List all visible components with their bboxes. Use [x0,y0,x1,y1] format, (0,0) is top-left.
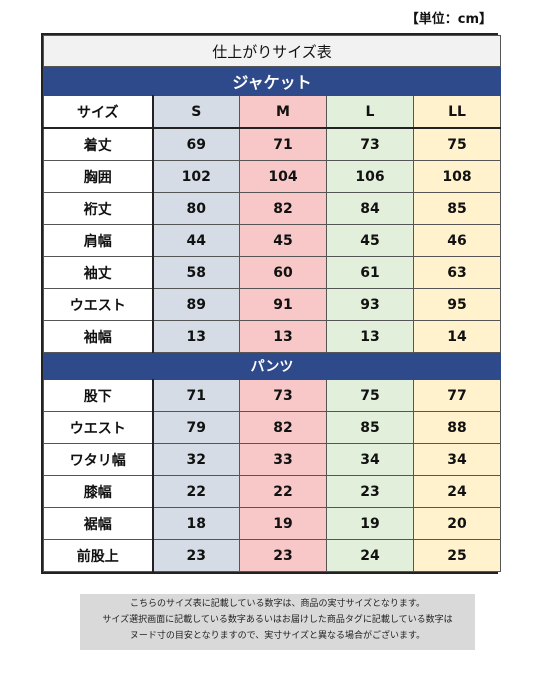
header-size-l: L [326,95,414,129]
row-label: 裾幅 [43,507,154,540]
header-size-s: S [152,95,240,129]
size-value-cell: 89 [152,288,240,321]
row-label: ウエスト [43,411,154,444]
table-row: 裾幅 18 19 19 20 [43,507,502,540]
header-size-ll: LL [412,95,502,129]
table-row: ウエスト 79 82 85 88 [43,411,502,444]
table-row: 袖幅 13 13 13 14 [43,320,502,353]
row-label: 肩幅 [43,224,154,257]
size-value-cell: 23 [239,539,327,572]
size-value-cell: 18 [152,507,240,540]
size-value-cell: 44 [152,224,240,257]
size-value-cell: 25 [412,539,502,572]
size-value-cell: 106 [326,160,414,193]
size-value-cell: 20 [412,507,502,540]
size-value-cell: 13 [152,320,240,353]
size-value-cell: 73 [239,379,327,412]
size-value-cell: 85 [412,192,502,225]
size-value-cell: 71 [239,127,327,161]
row-label: ワタリ幅 [43,443,154,476]
size-value-cell: 58 [152,256,240,289]
table-row: ウエスト 89 91 93 95 [43,288,502,321]
unit-label: 【単位：cm】 [405,12,492,27]
size-value-cell: 45 [239,224,327,257]
size-value-cell: 69 [152,127,240,161]
pants-section-row: パンツ [42,352,502,380]
size-value-cell: 45 [326,224,414,257]
size-value-cell: 22 [152,475,240,508]
size-chart: 仕上がりサイズ表 ジャケット サイズ S M L LL 着丈 69 71 73 75 胸囲… [41,33,502,574]
size-value-cell: 34 [412,443,502,476]
footnote-line: ヌード寸の目安となりますので、実寸サイズと異なる場合がございます。 [129,631,426,641]
size-value-cell: 84 [326,192,414,225]
row-label: 前股上 [43,539,154,572]
row-label: 胸囲 [43,160,154,193]
size-value-cell: 85 [326,411,414,444]
row-label: 膝幅 [43,475,154,508]
table-row: 裄丈 80 82 84 85 [43,192,502,225]
size-value-cell: 60 [239,256,327,289]
size-value-cell: 23 [326,475,414,508]
size-value-cell: 19 [239,507,327,540]
table-row: 袖丈 58 60 61 63 [43,256,502,289]
size-value-cell: 82 [239,192,327,225]
size-value-cell: 102 [152,160,240,193]
size-value-cell: 34 [326,443,414,476]
table-row: 膝幅 22 22 23 24 [43,475,502,508]
size-table: 仕上がりサイズ表 ジャケット サイズ S M L LL 着丈 69 71 73 75 胸囲… [42,35,502,572]
size-value-cell: 73 [326,127,414,161]
size-value-cell: 14 [412,320,502,353]
size-value-cell: 46 [412,224,502,257]
table-row: 前股上 23 23 24 25 [43,539,502,572]
header-row: サイズ S M L LL [43,95,502,129]
row-label: 裄丈 [43,192,154,225]
size-value-cell: 95 [412,288,502,321]
size-value-cell: 23 [152,539,240,572]
footnote-line: こちらのサイズ表に記載している数字は、商品の実寸サイズとなります。 [129,599,426,609]
size-value-cell: 88 [412,411,502,444]
table-row: 胸囲 102 104 106 108 [43,160,502,193]
size-value-cell: 82 [239,411,327,444]
size-value-cell: 91 [239,288,327,321]
row-label: 股下 [43,379,154,412]
row-label: ウエスト [43,288,154,321]
row-label: 着丈 [43,127,154,161]
table-row: 着丈 69 71 73 75 [43,127,502,161]
table-row: ワタリ幅 32 33 34 34 [43,443,502,476]
size-value-cell: 61 [326,256,414,289]
size-value-cell: 13 [326,320,414,353]
size-value-cell: 63 [412,256,502,289]
size-value-cell: 77 [412,379,502,412]
footnote-box: こちらのサイズ表に記載している数字は、商品の実寸サイズとなります。 サイズ選択画… [80,594,475,650]
header-size-m: M [239,95,327,129]
size-value-cell: 24 [326,539,414,572]
pants-section-label: パンツ [42,352,502,380]
table-row: 股下 71 73 75 77 [43,379,502,412]
size-value-cell: 75 [412,127,502,161]
footnote-line: サイズ選択画面に記載している数字あるいはお届けした商品タグに記載している数字は [102,615,453,625]
chart-title: 仕上がりサイズ表 [42,35,502,67]
jacket-section-row: ジャケット [42,66,502,96]
size-value-cell: 79 [152,411,240,444]
row-label: 袖幅 [43,320,154,353]
size-value-cell: 71 [152,379,240,412]
size-value-cell: 22 [239,475,327,508]
size-value-cell: 13 [239,320,327,353]
size-value-cell: 80 [152,192,240,225]
jacket-section-label: ジャケット [42,66,502,96]
size-value-cell: 104 [239,160,327,193]
title-row: 仕上がりサイズ表 [42,35,502,67]
row-label: 袖丈 [43,256,154,289]
size-value-cell: 24 [412,475,502,508]
size-value-cell: 108 [412,160,502,193]
header-size-label: サイズ [43,95,154,129]
size-value-cell: 93 [326,288,414,321]
size-value-cell: 32 [152,443,240,476]
size-value-cell: 75 [326,379,414,412]
size-value-cell: 33 [239,443,327,476]
size-value-cell: 19 [326,507,414,540]
table-row: 肩幅 44 45 45 46 [43,224,502,257]
